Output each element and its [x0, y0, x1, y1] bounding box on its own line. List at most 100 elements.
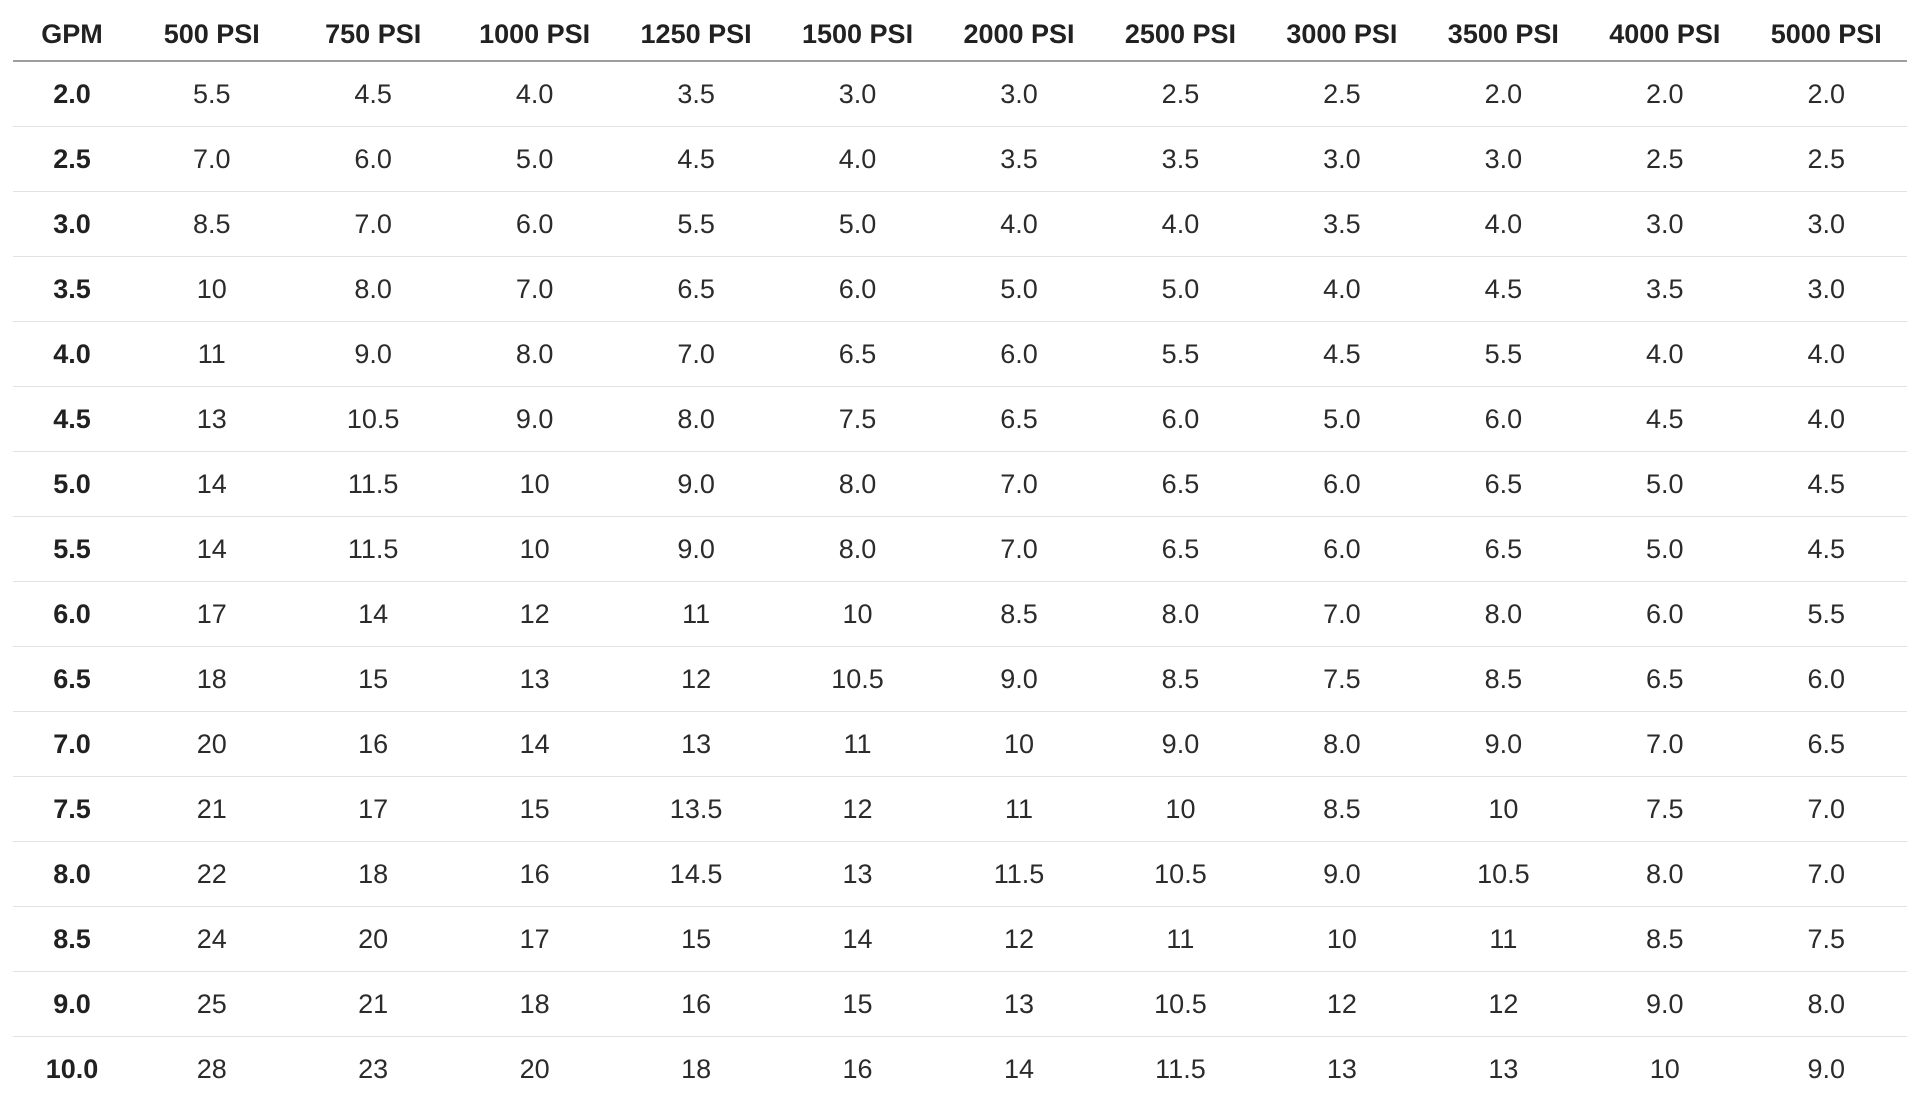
nozzle-size-cell: 24 — [131, 906, 293, 972]
nozzle-size-cell: 11 — [131, 321, 293, 387]
nozzle-size-cell: 5.0 — [1584, 451, 1746, 517]
nozzle-size-cell: 13 — [1488, 1053, 1519, 1084]
nozzle-size-cell: 8.5 — [1099, 646, 1262, 712]
table-row-gpm-7.5: 7.5 21 17 15 13.5 12 11 10 8.5 10 7.5 7.0 — [13, 776, 1907, 842]
nozzle-size-cell: 11.5 — [938, 841, 1100, 907]
nozzle-size-cell: 4.0 — [1745, 321, 1907, 387]
column-header-3500-psi: 3500 PSI — [1422, 8, 1585, 62]
nozzle-size-cell: 22 — [131, 841, 293, 907]
nozzle-size-cell: 6.0 — [453, 191, 616, 257]
gpm-cell: 6.0 — [13, 581, 131, 647]
gpm-cell: 8.0 — [13, 841, 131, 907]
nozzle-size-cell: 6.5 — [1745, 711, 1907, 777]
nozzle-size-cell: 8.5 — [1261, 776, 1423, 842]
table-header-row: GPM 500 PSI 750 PSI 1000 PSI 1250 PSI 1500 PS… — [13, 8, 1907, 62]
nozzle-size-cell: 4.0 — [938, 191, 1100, 257]
column-header-4000-psi: 4000 PSI — [1584, 8, 1746, 62]
nozzle-size-cell: 8.0 — [453, 321, 616, 387]
nozzle-size-cell: 12 — [453, 581, 616, 647]
nozzle-size-cell: 4.5 — [1422, 256, 1585, 322]
nozzle-size-cell: 13 — [615, 711, 777, 777]
nozzle-size-cell: 6.5 — [615, 256, 777, 322]
column-header-1500-psi: 1500 PSI — [776, 8, 939, 62]
nozzle-size-cell: 8.0 — [1099, 581, 1262, 647]
nozzle-size-cell: 3.0 — [1745, 191, 1907, 257]
nozzle-size-cell: 18 — [453, 971, 616, 1037]
nozzle-size-cell: 6.5 — [1099, 516, 1262, 582]
nozzle-size-cell: 9.0 — [1807, 1053, 1846, 1084]
nozzle-size-cell: 5.5 — [615, 191, 777, 257]
nozzle-size-cell: 12 — [615, 646, 777, 712]
nozzle-size-cell: 8.0 — [1261, 711, 1423, 777]
nozzle-size-cell: 8.0 — [615, 386, 777, 452]
nozzle-size-cell: 6.5 — [1584, 646, 1746, 712]
table-row-gpm-6.0: 6.0 17 14 12 11 10 8.5 8.0 7.0 8.0 6.0 5.5 — [13, 581, 1907, 647]
nozzle-size-cell: 6.5 — [1422, 516, 1585, 582]
nozzle-size-cell: 3.5 — [615, 61, 777, 127]
nozzle-size-cell: 7.0 — [1261, 581, 1423, 647]
nozzle-size-cell: 7.0 — [292, 191, 454, 257]
nozzle-size-cell: 8.0 — [1422, 581, 1585, 647]
nozzle-size-cell: 10.5 — [1422, 841, 1585, 907]
nozzle-size-cell: 17 — [292, 776, 454, 842]
gpm-cell: 8.5 — [13, 906, 131, 972]
nozzle-size-cell: 4.5 — [1261, 321, 1423, 387]
gpm-cell: 7.5 — [13, 776, 131, 842]
gpm-cell: 7.0 — [13, 711, 131, 777]
table-row-gpm-4.5: 4.5 13 10.5 9.0 8.0 7.5 6.5 6.0 5.0 6.0 4.5 4.0 — [13, 386, 1907, 452]
nozzle-size-cell: 25 — [131, 971, 293, 1037]
nozzle-size-cell: 7.0 — [453, 256, 616, 322]
nozzle-size-cell: 5.0 — [1584, 516, 1746, 582]
nozzle-size-cell: 6.5 — [1422, 451, 1585, 517]
nozzle-size-cell: 6.0 — [1422, 386, 1585, 452]
nozzle-size-cell: 9.0 — [453, 386, 616, 452]
nozzle-size-cell: 6.0 — [938, 321, 1100, 387]
nozzle-size-cell: 3.0 — [938, 61, 1100, 127]
nozzle-size-cell: 11.5 — [1155, 1053, 1206, 1084]
nozzle-size-cell: 6.5 — [776, 321, 939, 387]
nozzle-size-cell: 4.5 — [615, 126, 777, 192]
nozzle-size-cell: 8.5 — [1422, 646, 1585, 712]
nozzle-size-cell: 5.0 — [938, 256, 1100, 322]
gpm-cell: 3.0 — [13, 191, 131, 257]
nozzle-size-cell: 4.0 — [453, 61, 616, 127]
nozzle-size-cell: 13.5 — [615, 776, 777, 842]
nozzle-size-cell: 3.5 — [1584, 256, 1746, 322]
nozzle-size-cell: 2.0 — [1584, 61, 1746, 127]
nozzle-size-cell: 12 — [776, 776, 939, 842]
nozzle-size-cell: 3.0 — [776, 61, 939, 127]
nozzle-size-cell: 18 — [681, 1053, 712, 1084]
table-row-gpm-2.5: 2.5 7.0 6.0 5.0 4.5 4.0 3.5 3.5 3.0 3.0 2.5 2.5 — [13, 126, 1907, 192]
table-row-gpm-3.5: 3.5 10 8.0 7.0 6.5 6.0 5.0 5.0 4.0 4.5 3.5 3.0 — [13, 256, 1907, 322]
nozzle-size-cell: 5.5 — [1422, 321, 1585, 387]
nozzle-size-cell: 18 — [131, 646, 293, 712]
nozzle-size-cell: 6.0 — [776, 256, 939, 322]
nozzle-size-cell: 14.5 — [615, 841, 777, 907]
nozzle-size-cell: 13 — [131, 386, 293, 452]
nozzle-size-cell: 9.0 — [292, 321, 454, 387]
nozzle-size-cell: 8.0 — [776, 451, 939, 517]
nozzle-size-cell: 6.0 — [1099, 386, 1262, 452]
nozzle-size-cell: 7.0 — [615, 321, 777, 387]
nozzle-size-cell: 16 — [842, 1053, 873, 1084]
nozzle-size-cell: 7.5 — [776, 386, 939, 452]
nozzle-size-cell: 4.0 — [776, 126, 939, 192]
column-header-750-psi: 750 PSI — [292, 8, 454, 62]
nozzle-size-cell: 5.5 — [1099, 321, 1262, 387]
nozzle-size-cell: 5.0 — [1261, 386, 1423, 452]
nozzle-size-cell: 10 — [131, 256, 293, 322]
gpm-cell: 6.5 — [13, 646, 131, 712]
nozzle-size-cell: 5.0 — [776, 191, 939, 257]
nozzle-size-cell: 3.5 — [938, 126, 1100, 192]
gpm-cell: 9.0 — [13, 971, 131, 1037]
nozzle-size-cell: 23 — [358, 1053, 389, 1084]
nozzle-size-cell: 9.0 — [1422, 711, 1585, 777]
nozzle-size-cell: 10 — [1649, 1053, 1680, 1084]
column-header-500-psi: 500 PSI — [131, 8, 293, 62]
nozzle-size-cell: 28 — [196, 1053, 227, 1084]
nozzle-size-cell: 16 — [453, 841, 616, 907]
table-body: 2.0 5.5 4.5 4.0 3.5 3.0 3.0 2.5 2.5 2.0 2.0 2.0 2.5 7… — [13, 61, 1907, 1101]
nozzle-size-cell: 4.5 — [1745, 451, 1907, 517]
gpm-cell: 2.5 — [13, 126, 131, 192]
